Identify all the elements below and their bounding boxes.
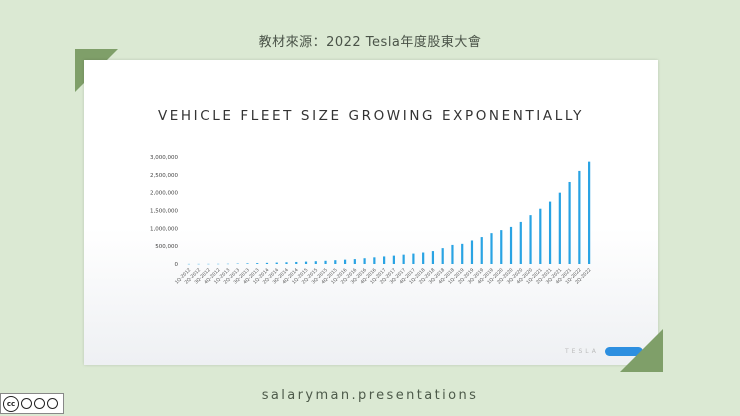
bar [412,253,415,264]
bar [402,254,405,264]
bar [451,244,454,264]
y-tick-label: 3,000,000 [150,155,178,161]
footer-brand: salaryman.presentations [261,388,479,403]
tesla-wordmark: TESLA [565,348,599,355]
bar [529,215,532,264]
cc-icon: cc [3,395,19,412]
bar [314,261,317,264]
bar [285,262,288,264]
bar [588,161,591,264]
source-caption: 教材來源：2022 Tesla年度股東大會 [258,35,482,50]
bar [490,233,493,264]
bar [480,237,483,264]
nd-icon [47,398,58,409]
bar [343,259,347,264]
bar [422,252,425,264]
y-tick-label: 2,000,000 [150,191,178,197]
bar [519,221,522,264]
bar [363,258,366,264]
bar [246,263,249,264]
bar [265,262,269,264]
y-tick-label: 500,000 [155,244,178,250]
bar [578,170,581,264]
y-tick-label: 1,000,000 [150,226,178,232]
slide: VEHICLE FLEET SIZE GROWING EXPONENTIALLY… [84,60,658,365]
bar [509,226,513,264]
y-tick-label: 0 [175,262,179,268]
y-tick-label: 2,500,000 [150,173,178,179]
bar [441,248,444,264]
bar [500,230,503,264]
bar [383,256,386,264]
nc-icon [34,398,45,409]
by-icon [21,398,32,409]
bar [470,240,474,264]
bar [539,208,542,264]
bar [275,262,278,264]
chart-title: VEHICLE FLEET SIZE GROWING EXPONENTIALLY [157,108,585,124]
bar [256,263,259,264]
bar [324,260,327,264]
bar [558,192,561,264]
cc-by-nc-nd-license-icon: cc [0,393,64,414]
bar [431,251,435,264]
corner-triangle-bottom-right [620,329,663,372]
bar [334,260,337,264]
fleet-size-bar-chart: 0 500,000 1,000,000 1,500,000 2,000,000 2,500… [150,155,593,286]
bar [353,259,356,264]
y-tick-label: 1,500,000 [150,209,178,215]
bar [373,257,376,264]
bar [568,181,571,264]
bar [392,255,395,264]
bar [461,243,464,264]
bar [295,261,298,264]
bar [304,261,308,264]
bar [548,201,552,264]
